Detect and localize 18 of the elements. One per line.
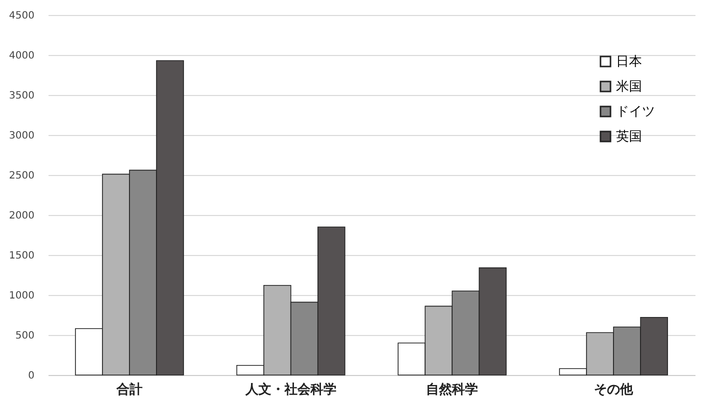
y-tick-label: 2500	[9, 170, 34, 182]
y-tick-label: 0	[28, 370, 34, 382]
y-tick-label: 2000	[9, 210, 34, 222]
x-tick-label: 人文・社会科学	[244, 382, 336, 398]
y-tick-label: 4000	[9, 50, 34, 62]
legend-label: 米国	[616, 80, 642, 94]
y-tick-label: 4500	[9, 10, 34, 22]
y-tick-label: 1000	[9, 290, 34, 302]
x-tick-label: 合計	[115, 382, 142, 398]
y-tick-label: 3000	[9, 130, 34, 142]
x-tick-label: その他	[594, 382, 634, 398]
y-tick-label: 500	[15, 330, 34, 342]
legend-label: ドイツ	[616, 104, 655, 120]
legend-label: 日本	[616, 54, 642, 70]
y-tick-label: 3500	[9, 90, 34, 102]
y-tick-label: 1500	[9, 250, 34, 262]
x-tick-label: 自然科学	[426, 382, 478, 398]
legend-label: 英国	[616, 130, 642, 144]
